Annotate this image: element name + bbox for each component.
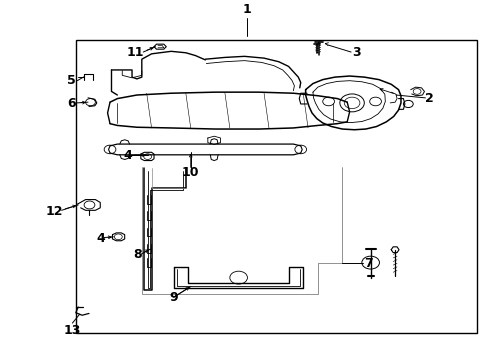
Text: 12: 12 bbox=[45, 205, 62, 218]
Text: 6: 6 bbox=[67, 98, 76, 111]
Text: 2: 2 bbox=[425, 92, 433, 105]
Text: 4: 4 bbox=[96, 232, 105, 245]
Text: 5: 5 bbox=[67, 74, 76, 87]
Bar bbox=[76, 40, 476, 333]
Text: 9: 9 bbox=[169, 291, 178, 304]
Text: 8: 8 bbox=[133, 248, 142, 261]
Text: 10: 10 bbox=[182, 166, 199, 179]
Text: 13: 13 bbox=[63, 324, 81, 337]
Text: 4: 4 bbox=[123, 149, 132, 162]
Text: 3: 3 bbox=[351, 46, 360, 59]
Text: 11: 11 bbox=[126, 46, 144, 59]
Text: 7: 7 bbox=[364, 257, 372, 270]
Text: 1: 1 bbox=[242, 3, 251, 16]
